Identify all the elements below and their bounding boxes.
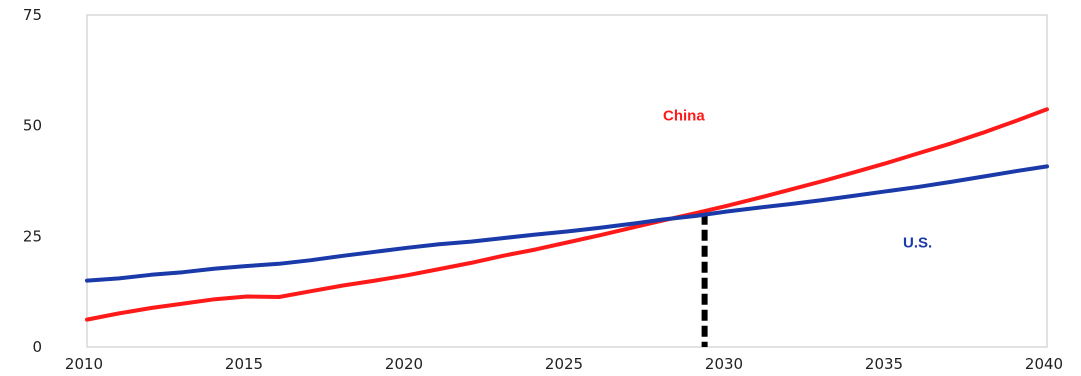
series-label-u-s: U.S.	[903, 234, 932, 251]
y-tick-label-25: 25	[23, 227, 42, 245]
series-layer	[85, 107, 1049, 322]
series-line-u-s	[85, 164, 1049, 283]
series-label-china: China	[663, 107, 705, 124]
series-line-china	[85, 107, 1049, 322]
x-tick-label-2010: 2010	[65, 355, 103, 373]
series-label-layer: China U.S.	[663, 107, 932, 251]
x-tick-label-2030: 2030	[705, 355, 743, 373]
y-tick-label-75: 75	[23, 6, 42, 24]
x-tick-label-2035: 2035	[865, 355, 903, 373]
x-tick-label-2020: 2020	[385, 355, 423, 373]
x-tick-label-2040: 2040	[1025, 355, 1063, 373]
y-tick-label-50: 50	[23, 117, 42, 135]
y-tick-label-0: 0	[32, 338, 42, 356]
axis-layer: 0 25 50 75 2010 2015 2020 2025 2030 2035 2040	[23, 6, 1063, 373]
x-tick-label-2025: 2025	[545, 355, 583, 373]
plot-area-frame	[86, 14, 1048, 348]
x-tick-label-2015: 2015	[225, 355, 263, 373]
